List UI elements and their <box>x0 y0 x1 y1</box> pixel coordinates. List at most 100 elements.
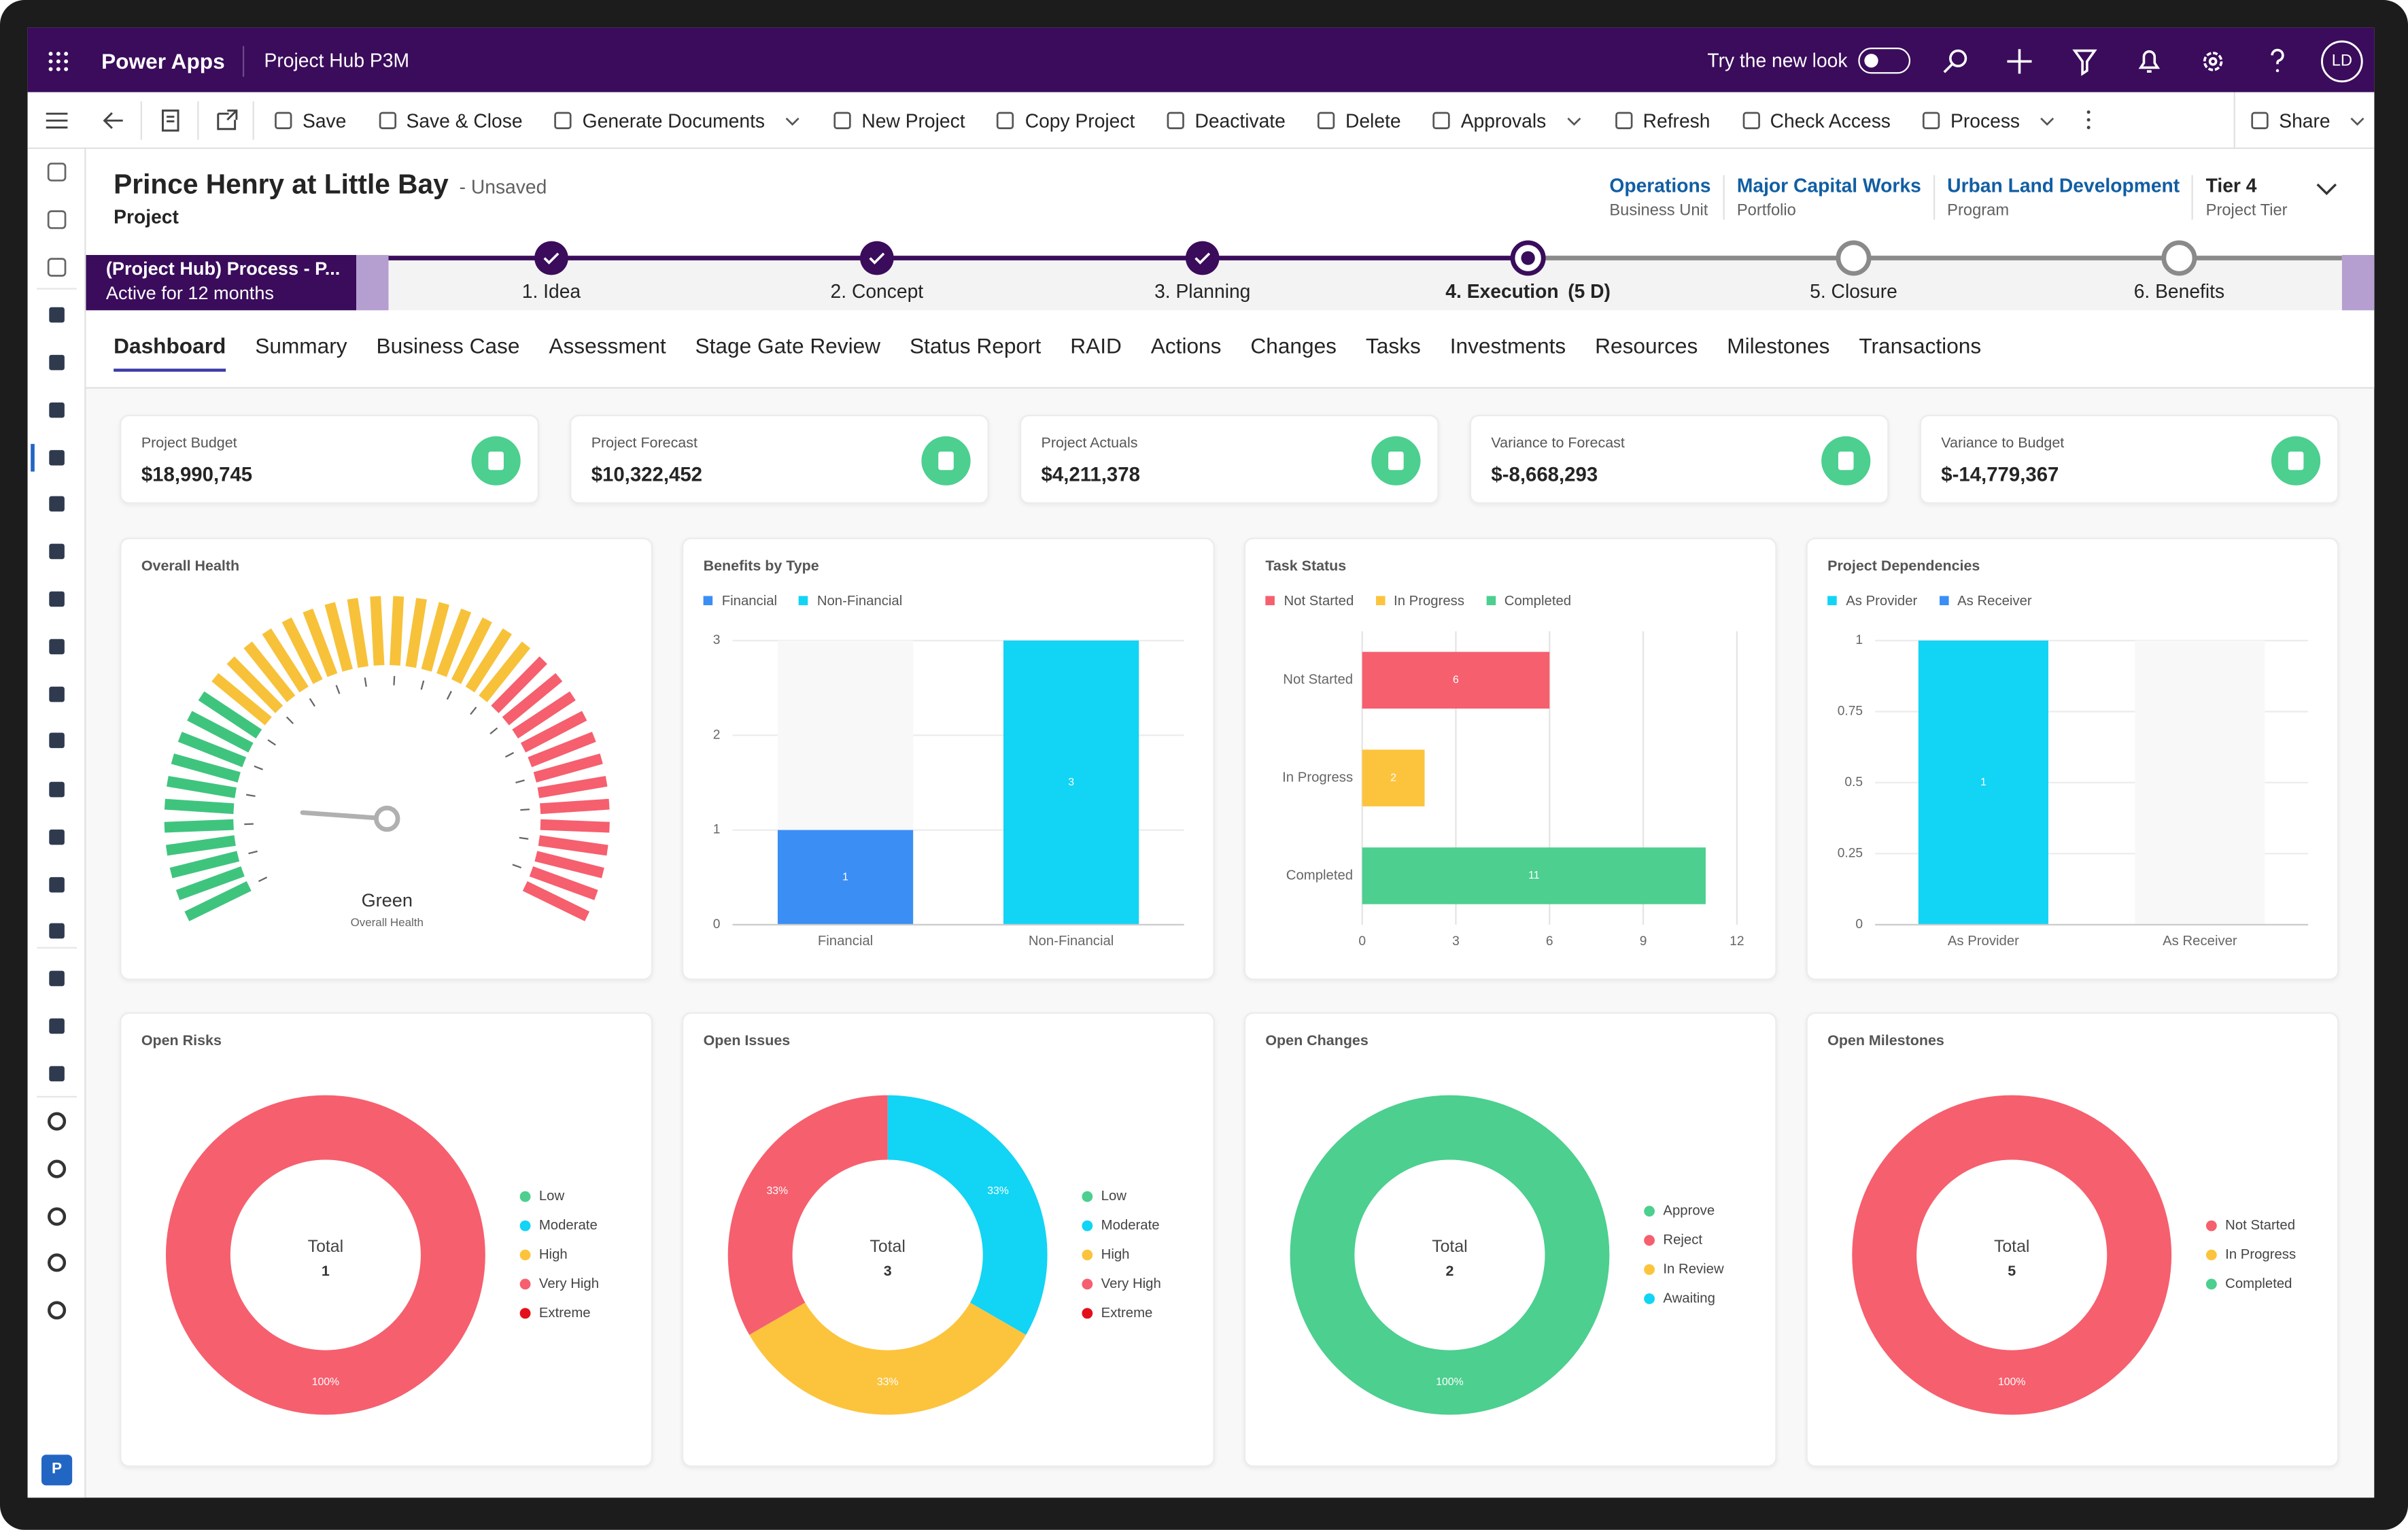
legend-swatch <box>1265 596 1275 606</box>
command-icon-shape <box>1167 112 1184 129</box>
tab[interactable]: Status Report <box>909 333 1042 358</box>
tab[interactable]: Dashboard <box>114 333 226 372</box>
legend-item[interactable]: In Progress <box>1375 593 1464 609</box>
gauge-segment <box>303 609 338 677</box>
gauge-tick <box>515 779 525 784</box>
gauge-segment <box>390 596 405 666</box>
chart-title: Project Dependencies <box>1827 558 1980 575</box>
command-button[interactable]: Approvals <box>1432 110 1583 131</box>
legend-item[interactable]: Completed <box>1485 593 1571 609</box>
tab[interactable]: Tasks <box>1365 333 1421 358</box>
slice-label: 100% <box>1436 1376 1463 1388</box>
tab[interactable]: Assessment <box>549 333 666 358</box>
header-field[interactable]: Major Capital Works Portfolio <box>1723 175 1933 220</box>
donut-total-value: 3 <box>884 1263 892 1279</box>
tab[interactable]: Investments <box>1449 333 1566 358</box>
kpi-icon <box>921 436 971 486</box>
tab[interactable]: Summary <box>255 333 347 358</box>
stage-label[interactable]: 4. Execution (5 D) <box>1445 281 1611 303</box>
command-button[interactable]: New Project <box>832 110 965 131</box>
kpi-label: Project Actuals <box>1041 435 1138 452</box>
tab[interactable]: Milestones <box>1727 333 1830 358</box>
gauge-segment <box>165 835 236 856</box>
command-button[interactable]: Save & Close <box>377 110 523 131</box>
stage-label[interactable]: 5. Closure <box>1810 281 1897 303</box>
process-prev[interactable] <box>356 254 389 311</box>
chart-title: Open Changes <box>1265 1032 1369 1050</box>
legend-label: In Review <box>1663 1261 1724 1276</box>
command-button[interactable]: Generate Documents <box>553 110 802 131</box>
tab[interactable]: Transactions <box>1859 333 1982 358</box>
bar <box>1362 847 1706 904</box>
record-title: Prince Henry at Little Bay <box>114 169 449 200</box>
legend-item[interactable]: As Provider <box>1827 593 1917 609</box>
legend-label: Extreme <box>1101 1306 1153 1321</box>
command-icon-shape <box>1923 112 1940 129</box>
command-button[interactable]: Share <box>2250 110 2367 131</box>
tab[interactable]: Stage Gate Review <box>695 333 881 358</box>
header-field-label: Program <box>1947 201 2010 220</box>
legend-label: Very High <box>1101 1276 1161 1291</box>
header-field-value[interactable]: Urban Land Development <box>1947 175 2180 197</box>
legend-item[interactable]: Not Started <box>1265 593 1354 609</box>
header-field-value[interactable]: Operations <box>1609 175 1711 197</box>
y-tick-label: Completed <box>1286 868 1353 883</box>
kpi-icon-glyph <box>1838 452 1854 471</box>
stage-label[interactable]: 1. Idea <box>522 281 581 303</box>
stage-label[interactable]: 2. Concept <box>831 281 924 303</box>
gauge-segment <box>522 881 590 921</box>
header-field-label: Business Unit <box>1609 201 1708 220</box>
y-tick-label: Not Started <box>1283 673 1353 687</box>
command-label: Copy Project <box>1025 109 1135 132</box>
command-button[interactable]: Check Access <box>1741 110 1891 131</box>
stage-label[interactable]: 6. Benefits <box>2134 281 2224 303</box>
app-name[interactable]: Power Apps <box>101 48 225 73</box>
legend-item[interactable]: As Receiver <box>1938 593 2032 609</box>
command-button[interactable]: Deactivate <box>1166 110 1286 131</box>
kpi-icon-glyph <box>1388 452 1404 471</box>
stage-duration: (5 D) <box>1568 281 1611 303</box>
card: Project Actuals $4,211,378 <box>1019 414 1439 504</box>
process-next[interactable] <box>2341 254 2375 311</box>
legend-label: Extreme <box>539 1306 591 1321</box>
tab[interactable]: Business Case <box>376 333 520 358</box>
legend-item[interactable]: Financial <box>703 593 777 609</box>
legend-swatch <box>1082 1220 1093 1231</box>
gauge-segment <box>281 617 323 684</box>
tab[interactable]: RAID <box>1070 333 1122 358</box>
command-icon-shape <box>554 112 572 129</box>
command-button[interactable]: Delete <box>1316 110 1401 131</box>
stage-name: 1. Idea <box>521 281 581 303</box>
gauge-segment <box>184 881 252 921</box>
gauge-segment <box>520 711 587 753</box>
command-icon <box>1432 112 1451 129</box>
command-button[interactable]: Refresh <box>1614 110 1710 131</box>
area-badge-bg[interactable] <box>41 1455 73 1486</box>
legend-label: Awaiting <box>1663 1291 1715 1306</box>
tab[interactable]: Actions <box>1150 333 1222 358</box>
chart-title: Open Risks <box>141 1032 222 1050</box>
tab[interactable]: Changes <box>1250 333 1337 358</box>
save-status: - Unsaved <box>459 176 547 199</box>
legend-item[interactable]: Non-Financial <box>798 593 902 609</box>
header-field-value[interactable]: Major Capital Works <box>1736 175 1921 197</box>
stage-label[interactable]: 3. Planning <box>1154 281 1250 303</box>
legend-label: Not Started <box>2225 1218 2295 1233</box>
area-badge[interactable]: P <box>52 1461 63 1478</box>
process-flyout[interactable] <box>86 254 357 311</box>
command-icon <box>833 112 851 129</box>
command-button[interactable]: Save <box>273 110 346 131</box>
tab[interactable]: Resources <box>1595 333 1698 358</box>
header-field[interactable]: Operations Business Unit <box>1597 175 1723 220</box>
header-field[interactable]: Urban Land Development Program <box>1933 175 2192 220</box>
bar <box>1003 640 1139 925</box>
chart-title: Benefits by Type <box>703 558 819 575</box>
command-button[interactable]: Copy Project <box>996 109 1135 132</box>
gauge-segment <box>370 596 385 666</box>
user-avatar[interactable]: LD <box>2331 52 2353 71</box>
new-look-toggle[interactable] <box>1858 48 1911 74</box>
y-tick-label: 0.75 <box>1838 704 1863 719</box>
command-button[interactable]: Process <box>1921 110 2057 131</box>
gauge-segment <box>187 711 254 753</box>
